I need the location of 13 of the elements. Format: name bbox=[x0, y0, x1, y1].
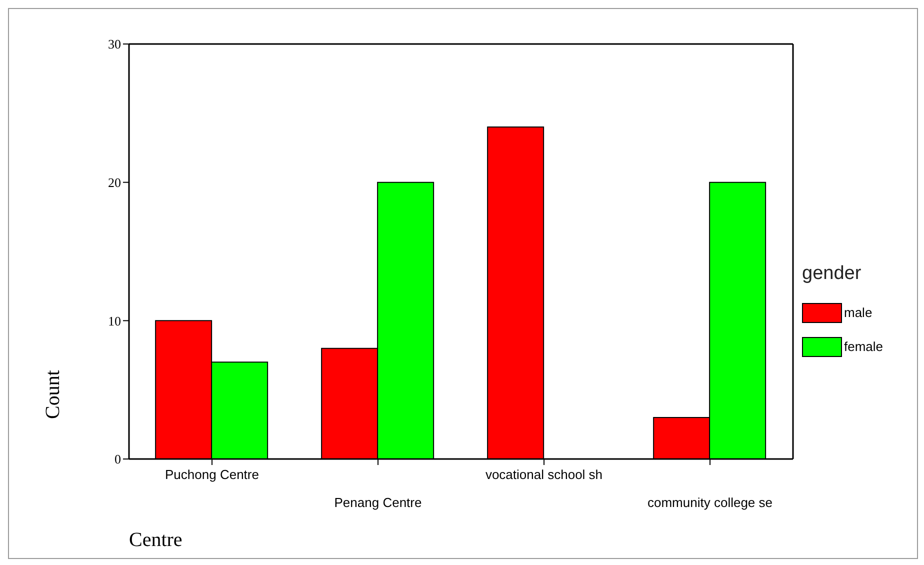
y-tick-label: 30 bbox=[108, 36, 121, 52]
x-axis-title: Centre bbox=[129, 529, 182, 551]
x-tick-label: Puchong Centre bbox=[165, 467, 259, 482]
legend-label: female bbox=[844, 339, 884, 354]
legend-title: gender bbox=[802, 262, 862, 284]
y-tick-label: 20 bbox=[108, 174, 121, 190]
x-tick-label: community college se bbox=[648, 495, 772, 510]
legend-label: male bbox=[844, 305, 872, 320]
y-tick-label: 0 bbox=[114, 452, 121, 467]
x-tick-label: vocational school sh bbox=[485, 467, 603, 482]
y-tick-label: 10 bbox=[108, 313, 121, 328]
y-axis-title: Count bbox=[42, 370, 64, 419]
x-tick-label: Penang Centre bbox=[334, 495, 422, 510]
